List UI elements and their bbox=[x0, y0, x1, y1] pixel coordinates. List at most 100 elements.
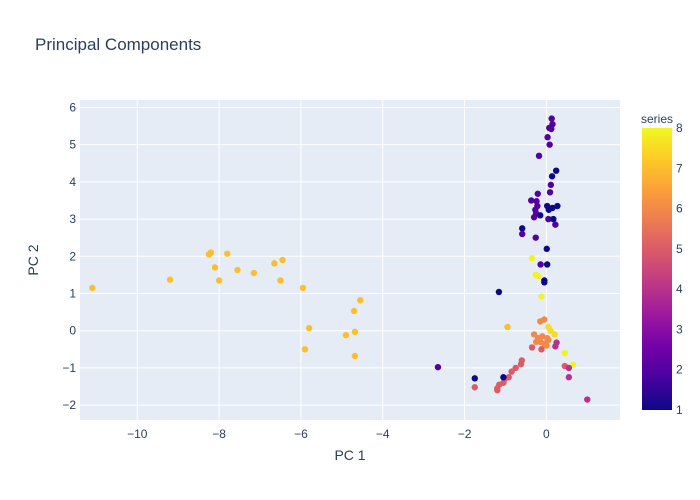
data-point bbox=[530, 331, 538, 338]
data-point bbox=[224, 250, 231, 257]
y-axis-title: PC 2 bbox=[25, 244, 41, 275]
data-point bbox=[546, 141, 553, 148]
data-point bbox=[547, 327, 554, 334]
data-point bbox=[561, 349, 568, 357]
colorbar-tick-label: 5 bbox=[676, 242, 683, 256]
data-point bbox=[508, 368, 515, 375]
data-point bbox=[271, 260, 278, 267]
data-point bbox=[342, 331, 350, 339]
x-tick-label: −10 bbox=[127, 427, 148, 441]
data-point bbox=[537, 212, 544, 219]
data-point bbox=[234, 266, 241, 274]
data-point bbox=[494, 387, 501, 394]
y-tick-label: 3 bbox=[69, 212, 76, 226]
data-point bbox=[543, 342, 550, 349]
y-tick-label: 4 bbox=[69, 175, 76, 189]
data-point bbox=[552, 343, 559, 350]
data-point bbox=[250, 269, 258, 277]
data-point bbox=[301, 346, 309, 353]
y-tick-label: 6 bbox=[69, 100, 76, 114]
data-point bbox=[528, 254, 536, 262]
data-point bbox=[530, 214, 538, 221]
data-point bbox=[205, 251, 213, 258]
data-point bbox=[539, 333, 546, 340]
colorbar-tick-label: 3 bbox=[676, 322, 683, 336]
x-tick-label: 0 bbox=[543, 427, 550, 441]
data-point bbox=[89, 284, 96, 292]
x-tick-label: −6 bbox=[294, 427, 308, 441]
data-point bbox=[517, 360, 525, 368]
data-point bbox=[537, 261, 544, 268]
data-point bbox=[471, 384, 478, 391]
data-point bbox=[500, 374, 507, 381]
plot-area bbox=[80, 100, 620, 420]
y-tick-label: 0 bbox=[69, 324, 76, 338]
data-point bbox=[534, 190, 541, 197]
data-point bbox=[519, 225, 526, 232]
colorbar-tick-label: 4 bbox=[676, 282, 683, 296]
colorbar bbox=[642, 128, 672, 410]
data-point bbox=[351, 352, 359, 360]
data-point bbox=[519, 230, 526, 238]
data-point bbox=[512, 364, 519, 372]
data-point bbox=[546, 124, 553, 132]
colorbar-title: series bbox=[641, 112, 673, 126]
y-tick-label: −2 bbox=[62, 398, 76, 412]
data-point bbox=[471, 375, 478, 382]
colorbar-tick-label: 6 bbox=[676, 202, 683, 216]
x-tick-label: −8 bbox=[212, 427, 226, 441]
data-point bbox=[504, 323, 511, 331]
points-layer bbox=[89, 115, 591, 403]
x-tick-label: −2 bbox=[458, 427, 472, 441]
data-point bbox=[545, 215, 552, 223]
data-point bbox=[299, 284, 307, 292]
data-point bbox=[545, 336, 552, 344]
data-point bbox=[279, 256, 286, 264]
data-point bbox=[548, 115, 555, 122]
y-tick-label: −1 bbox=[62, 361, 76, 375]
y-tick-label: 2 bbox=[69, 249, 76, 263]
data-point bbox=[535, 152, 543, 160]
data-point bbox=[565, 374, 573, 381]
colorbar-tick-label: 8 bbox=[676, 121, 683, 135]
data-point bbox=[534, 272, 542, 280]
data-point bbox=[541, 316, 548, 323]
data-point bbox=[584, 396, 591, 403]
data-point bbox=[357, 296, 364, 304]
data-point bbox=[538, 346, 545, 353]
data-point bbox=[350, 307, 358, 315]
data-point bbox=[554, 202, 561, 210]
data-point bbox=[544, 134, 551, 141]
data-point bbox=[533, 198, 540, 205]
data-point bbox=[528, 197, 535, 204]
data-point bbox=[547, 181, 555, 189]
colorbar-tick-label: 7 bbox=[676, 161, 683, 175]
data-point bbox=[277, 277, 284, 284]
data-point bbox=[543, 245, 550, 253]
data-point bbox=[546, 189, 554, 196]
data-point bbox=[552, 167, 560, 174]
x-axis-title: PC 1 bbox=[334, 447, 365, 463]
chart-title: Principal Components bbox=[35, 35, 201, 54]
y-tick-label: 1 bbox=[69, 286, 76, 300]
data-point bbox=[543, 261, 551, 268]
colorbar-tick-label: 2 bbox=[676, 363, 683, 377]
data-point bbox=[495, 288, 503, 296]
data-point bbox=[166, 276, 174, 283]
data-point bbox=[538, 293, 545, 300]
data-point bbox=[548, 173, 556, 180]
colorbar-ticks: 1 2 3 4 5 6 7 8 bbox=[676, 121, 683, 417]
data-point bbox=[541, 279, 548, 286]
data-point bbox=[532, 234, 539, 241]
data-point bbox=[565, 364, 573, 372]
colorbar-tick-label: 1 bbox=[676, 403, 683, 417]
data-point bbox=[552, 221, 559, 228]
y-tick-label: 5 bbox=[69, 138, 76, 152]
data-point bbox=[528, 344, 536, 351]
data-point bbox=[215, 277, 223, 284]
data-point bbox=[549, 204, 556, 212]
x-tick-label: −4 bbox=[376, 427, 390, 441]
data-point bbox=[351, 328, 359, 336]
